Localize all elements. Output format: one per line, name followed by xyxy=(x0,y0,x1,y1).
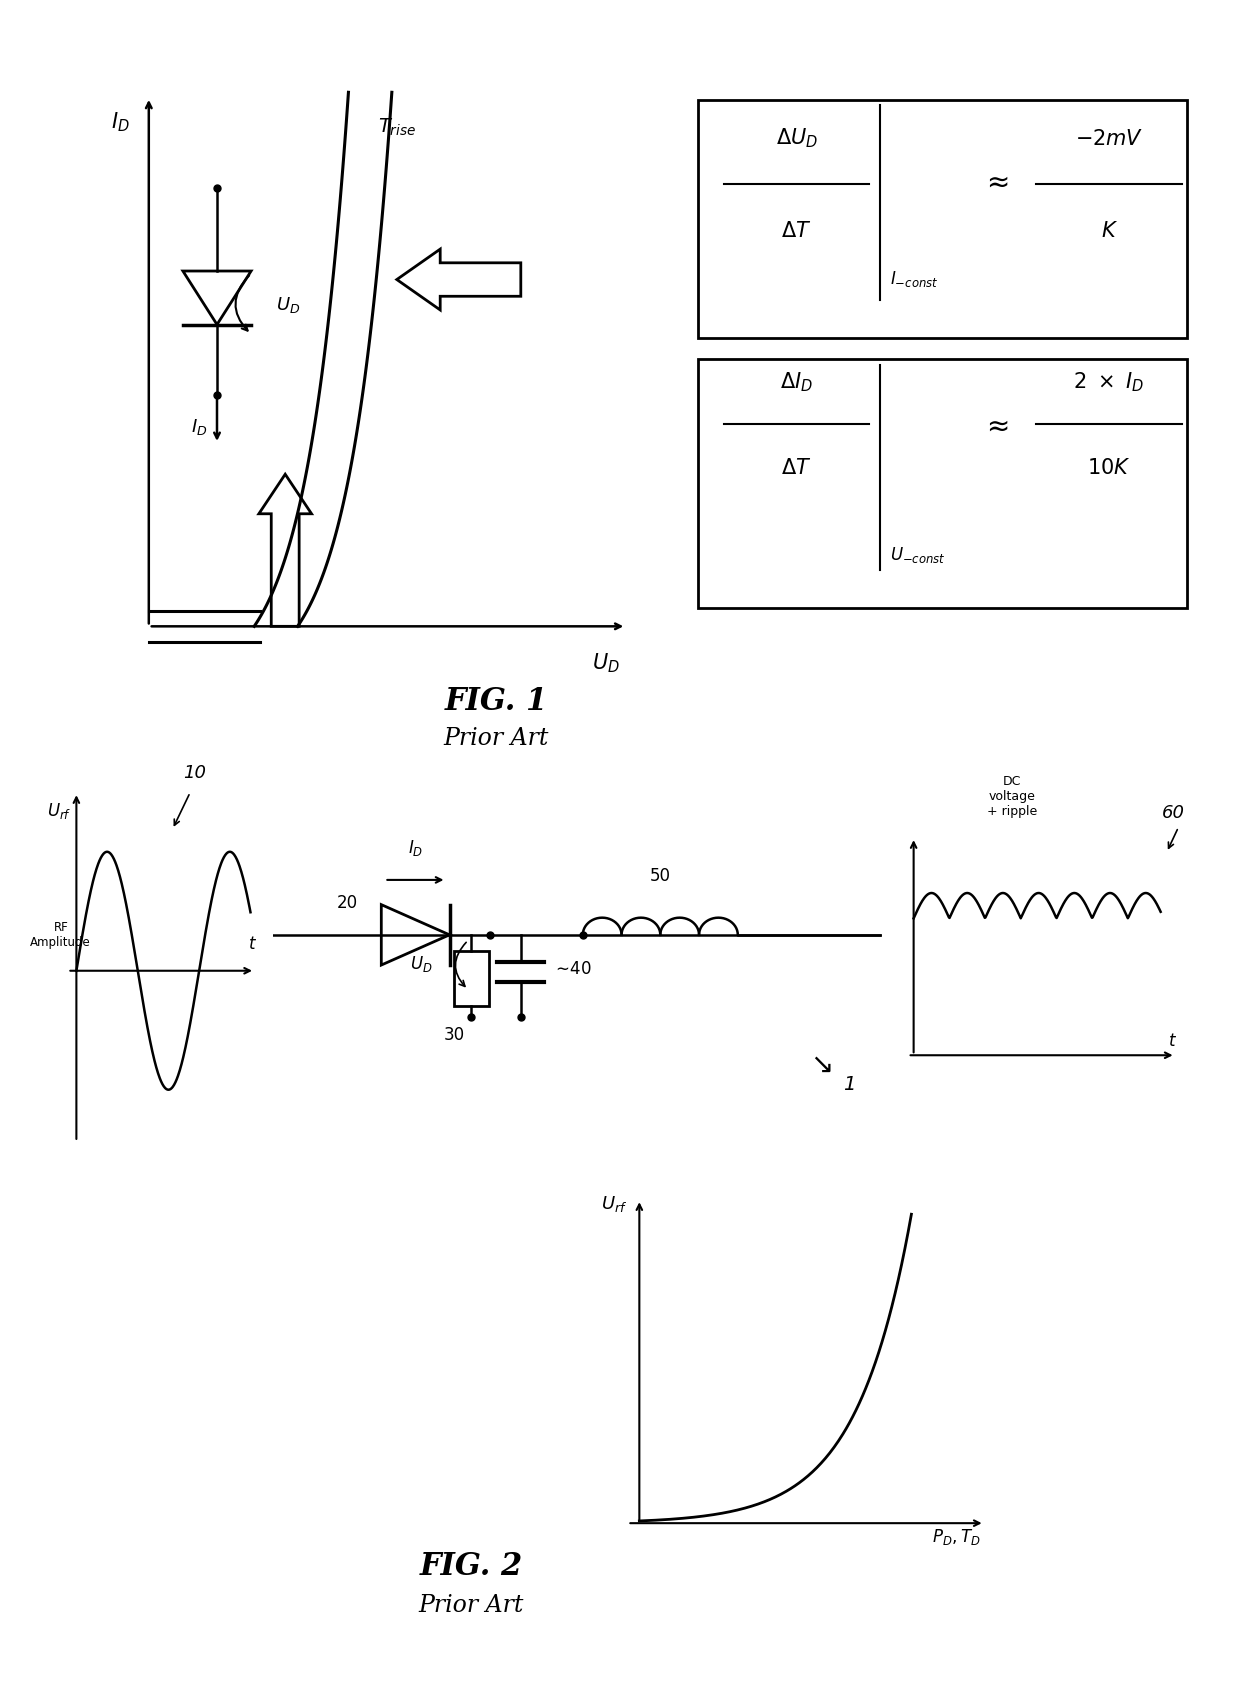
Text: $K$: $K$ xyxy=(1101,220,1117,240)
Text: $10K$: $10K$ xyxy=(1087,458,1131,478)
Text: $2\ \times\ I_D$: $2\ \times\ I_D$ xyxy=(1074,370,1145,394)
Text: DC
voltage
+ ripple: DC voltage + ripple xyxy=(987,775,1037,817)
Text: $P_D, T_D$: $P_D, T_D$ xyxy=(932,1525,981,1545)
Text: $U_{rf}$: $U_{rf}$ xyxy=(47,801,72,821)
Text: $-2mV$: $-2mV$ xyxy=(1075,128,1143,149)
Text: RF
Amplitude: RF Amplitude xyxy=(31,921,91,948)
Text: $t$: $t$ xyxy=(248,934,257,953)
Text: $\Delta T$: $\Delta T$ xyxy=(781,220,812,240)
Text: $\approx$: $\approx$ xyxy=(981,410,1008,439)
Text: FIG. 1: FIG. 1 xyxy=(444,686,548,716)
Text: Prior Art: Prior Art xyxy=(419,1593,523,1616)
Text: $U_{-const}$: $U_{-const}$ xyxy=(890,544,946,564)
Text: 10: 10 xyxy=(184,763,206,782)
Text: $\searrow$: $\searrow$ xyxy=(805,1051,832,1079)
Text: 20: 20 xyxy=(336,893,358,912)
Text: $\sim\!40$: $\sim\!40$ xyxy=(552,959,591,978)
Text: 1: 1 xyxy=(843,1074,856,1093)
Text: $I_D$: $I_D$ xyxy=(191,415,207,436)
Bar xyxy=(454,951,489,1007)
Text: $\approx$: $\approx$ xyxy=(981,167,1008,196)
FancyArrow shape xyxy=(397,250,521,311)
Text: $I_D$: $I_D$ xyxy=(408,838,423,858)
Text: 60: 60 xyxy=(1162,804,1184,821)
Text: $I_D$: $I_D$ xyxy=(112,110,130,133)
Bar xyxy=(698,360,1187,608)
Text: $t$: $t$ xyxy=(1168,1032,1177,1049)
Text: $U_D$: $U_D$ xyxy=(593,652,620,676)
Text: $\Delta U_D$: $\Delta U_D$ xyxy=(775,127,817,150)
Bar xyxy=(698,101,1187,338)
Text: $I_{-const}$: $I_{-const}$ xyxy=(890,269,939,289)
Text: 50: 50 xyxy=(650,866,671,885)
Text: $T_{rise}$: $T_{rise}$ xyxy=(378,117,415,137)
Text: $U_{rf}$: $U_{rf}$ xyxy=(601,1194,627,1213)
Text: $\Delta I_D$: $\Delta I_D$ xyxy=(780,370,813,394)
Text: FIG. 2: FIG. 2 xyxy=(419,1551,523,1581)
Text: $U_D$: $U_D$ xyxy=(275,294,300,314)
FancyArrow shape xyxy=(259,475,311,627)
Text: $U_D$: $U_D$ xyxy=(410,953,433,973)
Text: 30: 30 xyxy=(444,1025,465,1044)
Text: Prior Art: Prior Art xyxy=(444,726,548,750)
Text: $\Delta T$: $\Delta T$ xyxy=(781,458,812,478)
